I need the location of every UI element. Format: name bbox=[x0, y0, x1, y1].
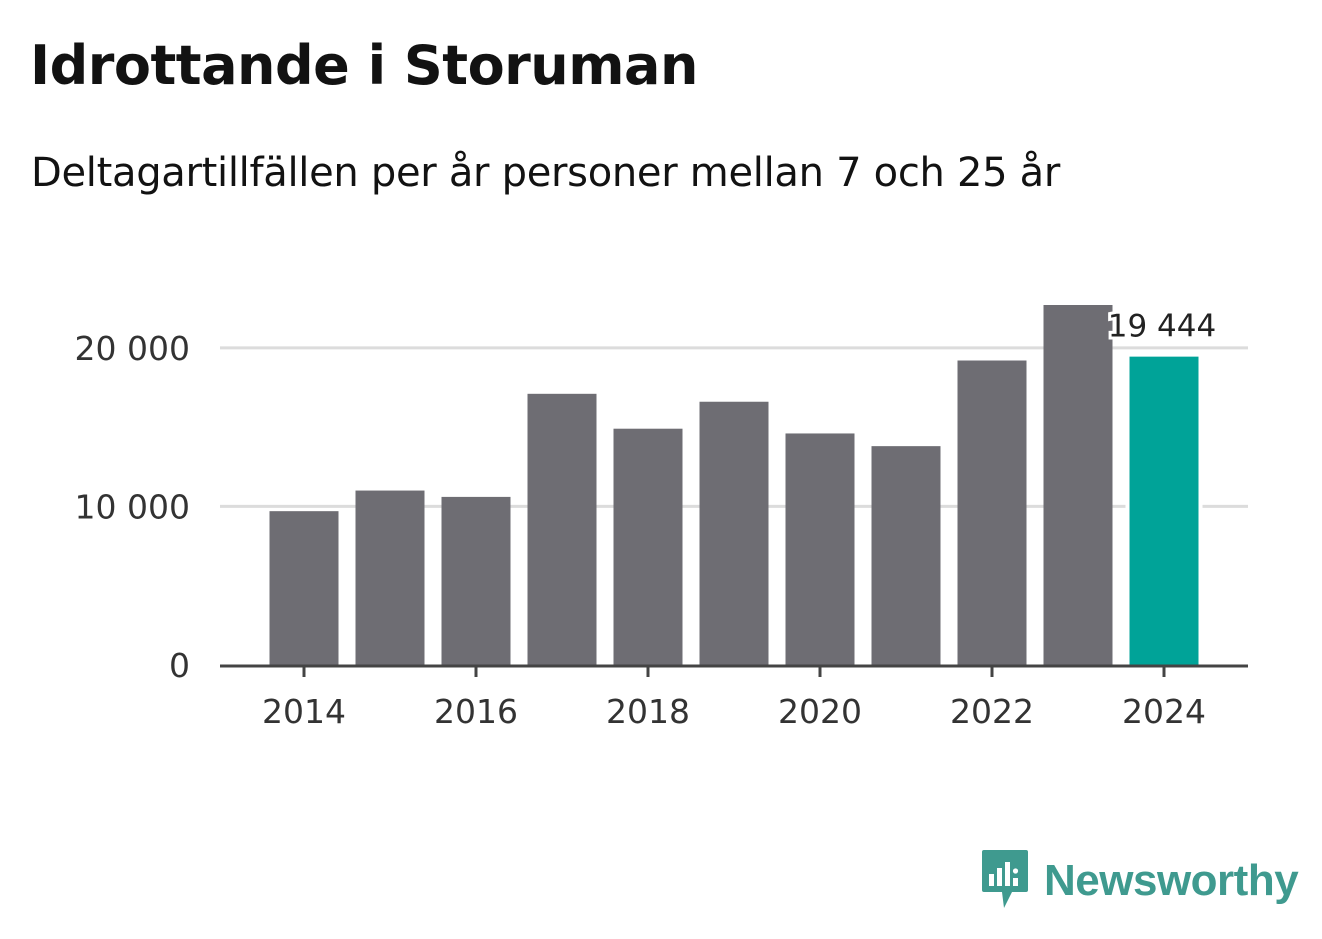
bar-2017 bbox=[527, 393, 597, 665]
newsworthy-logo: Newsworthy bbox=[980, 848, 1299, 914]
bar-2020 bbox=[785, 433, 855, 665]
chart-subtitle: Deltagartillfällen per år personer mella… bbox=[31, 150, 1061, 196]
labels: 0 10 000 20 000 2014 2016 2018 2020 2022 2024 19 … bbox=[75, 306, 1220, 731]
bars bbox=[269, 305, 1203, 665]
bar-2022 bbox=[957, 360, 1027, 665]
y-tick-label: 20 000 bbox=[75, 329, 190, 368]
bar-2015 bbox=[355, 490, 425, 665]
bar-2021 bbox=[871, 446, 941, 665]
y-tick-label: 10 000 bbox=[75, 487, 190, 526]
bar-2024 bbox=[1129, 356, 1199, 665]
bar-2023 bbox=[1043, 305, 1113, 665]
bar-2016 bbox=[441, 496, 511, 665]
newsworthy-logo-icon bbox=[980, 848, 1030, 914]
x-tick-label: 2014 bbox=[262, 692, 346, 731]
bar-2018 bbox=[613, 428, 683, 665]
x-tick-label: 2020 bbox=[778, 692, 862, 731]
newsworthy-logo-text: Newsworthy bbox=[1044, 856, 1299, 905]
x-tick-label: 2016 bbox=[434, 692, 518, 731]
x-tick-label: 2018 bbox=[606, 692, 690, 731]
data-label: 19 444 bbox=[1108, 309, 1216, 345]
x-tick-label: 2022 bbox=[950, 692, 1034, 731]
x-tick-label: 2024 bbox=[1122, 692, 1206, 731]
axes bbox=[220, 664, 1248, 677]
bar-2014 bbox=[269, 511, 339, 665]
chart-title: Idrottande i Storuman bbox=[30, 34, 698, 97]
y-tick-label: 0 bbox=[169, 646, 190, 685]
bar-2019 bbox=[699, 401, 769, 665]
